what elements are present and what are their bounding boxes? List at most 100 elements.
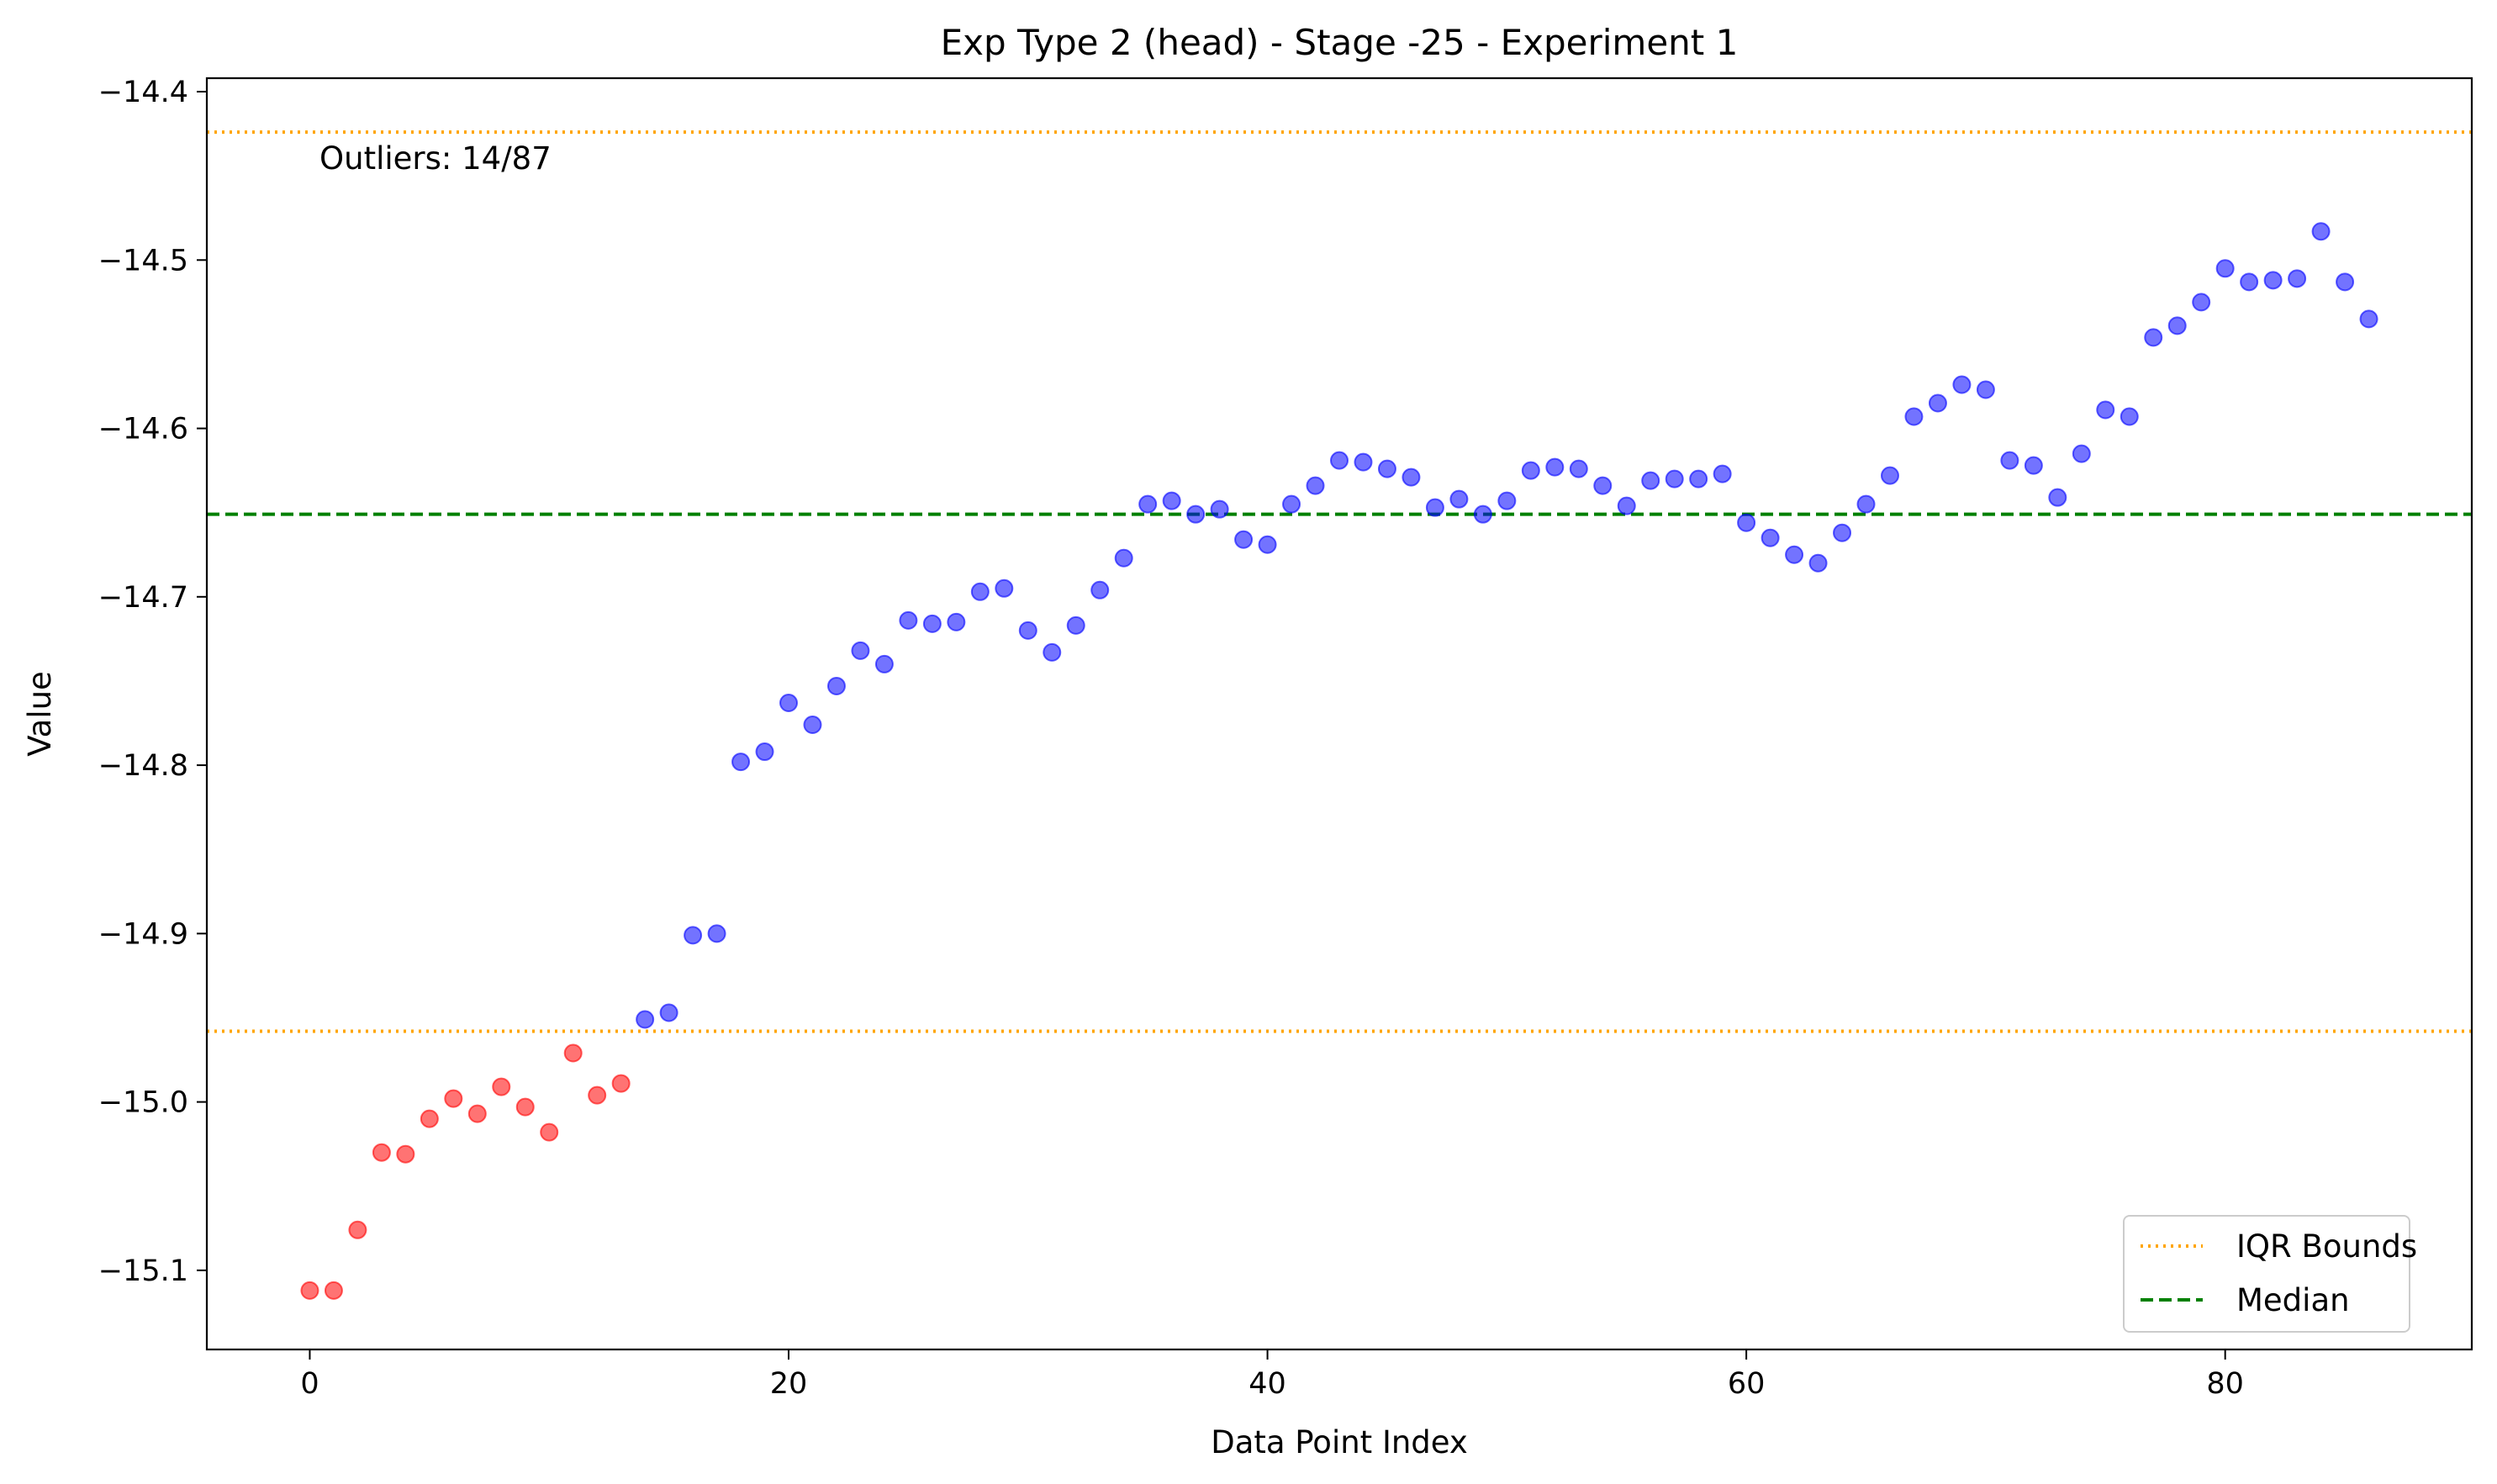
outlier-point [540, 1122, 559, 1142]
y-tick-label: −14.7 [98, 581, 188, 615]
outlier-point [420, 1109, 439, 1128]
data-point [1641, 471, 1660, 490]
data-point [826, 676, 846, 695]
data-point [874, 654, 894, 673]
x-axis: 0 20 40 60 80 [300, 1349, 2244, 1401]
data-point [1043, 642, 1062, 662]
data-point [1162, 491, 1181, 510]
data-point [779, 693, 799, 712]
data-point [1449, 489, 1469, 509]
data-point [2359, 309, 2378, 329]
data-point [2192, 293, 2211, 312]
outlier-point [372, 1143, 391, 1162]
data-point [803, 716, 822, 735]
y-axis-label: Value [22, 671, 58, 757]
data-point [684, 926, 703, 945]
data-point [1186, 504, 1206, 524]
data-point [947, 612, 966, 631]
data-point [922, 614, 942, 633]
data-point [1425, 498, 1444, 517]
data-point [1808, 553, 1828, 573]
y-tick-label: −14.4 [98, 76, 188, 109]
y-tick-label: −15.0 [98, 1086, 188, 1120]
data-point [755, 742, 774, 762]
data-point [995, 578, 1014, 598]
data-point [1689, 469, 1708, 489]
data-points [300, 222, 2378, 1300]
legend: IQR Bounds Median [2123, 1215, 2417, 1333]
data-point [851, 641, 870, 660]
data-point [636, 1010, 655, 1029]
data-point [1090, 580, 1110, 599]
data-point [1354, 452, 1373, 472]
data-point [1282, 494, 1301, 514]
data-point [2000, 451, 2019, 470]
data-point [2072, 444, 2091, 463]
data-point [2144, 328, 2163, 347]
data-point [707, 924, 726, 943]
data-point [1210, 499, 1229, 519]
x-axis-label: Data Point Index [1211, 1424, 1468, 1460]
data-point [2215, 259, 2235, 278]
data-point [2048, 488, 2067, 507]
data-point [1402, 467, 1421, 487]
data-point [1833, 523, 1852, 542]
legend-label-median: Median [2236, 1282, 2350, 1318]
data-point [1761, 528, 1780, 547]
data-point [1617, 496, 1636, 515]
outlier-point [492, 1077, 511, 1096]
data-point [1473, 504, 1492, 524]
data-point [1521, 461, 1540, 480]
y-tick-label: −14.9 [98, 917, 188, 951]
data-point [1234, 530, 1254, 549]
y-tick-label: −14.5 [98, 244, 188, 277]
data-point [1330, 451, 1349, 470]
data-point [1928, 393, 1947, 413]
y-axis: −14.4 −14.5 −14.6 −14.7 −14.8 −14.9 −15.0 −15.1 [98, 76, 207, 1288]
data-point [2240, 272, 2259, 292]
x-tick-label: 40 [1248, 1367, 1286, 1401]
data-point [1377, 459, 1396, 478]
data-point [2311, 222, 2331, 241]
plot-frame [205, 77, 2473, 1351]
data-point [1066, 615, 1085, 635]
data-point [1856, 494, 1876, 514]
x-tick-label: 0 [300, 1367, 319, 1401]
data-point [1737, 513, 1756, 532]
data-point [1545, 457, 1565, 477]
y-tick-label: −14.8 [98, 749, 188, 783]
data-point [1713, 464, 1732, 483]
data-point [1593, 476, 1613, 495]
data-point [2096, 400, 2115, 420]
legend-label-iqr-bounds: IQR Bounds [2236, 1228, 2417, 1265]
data-point [970, 582, 990, 601]
data-point [1138, 494, 1158, 514]
x-tick-label: 80 [2206, 1367, 2244, 1401]
outlier-point [611, 1074, 631, 1093]
data-point [659, 1003, 678, 1022]
outlier-point [563, 1043, 583, 1063]
data-point [1497, 491, 1517, 510]
data-point [2288, 269, 2307, 288]
outlier-point [324, 1281, 343, 1300]
y-tick-label: −15.1 [98, 1254, 188, 1288]
reference-lines [207, 130, 2472, 1033]
outlier-count-annotation: Outliers: 14/87 [319, 140, 552, 177]
data-point [2024, 456, 2043, 475]
data-point [1258, 535, 1277, 554]
outlier-point [300, 1281, 319, 1300]
data-point [1665, 469, 1684, 489]
data-point [1952, 375, 1972, 394]
y-tick-label: −14.6 [98, 413, 188, 446]
data-point [731, 753, 751, 772]
outlier-point [467, 1104, 487, 1123]
data-point [1569, 459, 1588, 478]
data-point [899, 610, 918, 630]
data-point [1976, 380, 1995, 399]
outlier-point [396, 1144, 415, 1164]
data-point [1018, 621, 1037, 640]
data-point [1785, 545, 1804, 564]
data-point [1904, 407, 1924, 426]
data-point [2167, 316, 2187, 335]
